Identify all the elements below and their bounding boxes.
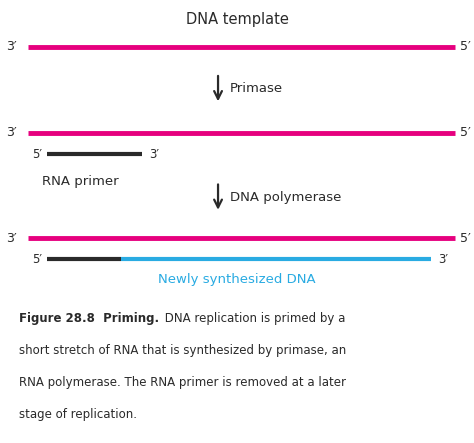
Text: DNA template: DNA template xyxy=(185,12,289,27)
Text: DNA polymerase: DNA polymerase xyxy=(230,190,341,204)
Text: 3′: 3′ xyxy=(6,40,17,53)
Text: 3′: 3′ xyxy=(6,232,17,245)
Text: 5′: 5′ xyxy=(32,148,42,161)
Text: RNA polymerase. The RNA primer is removed at a later: RNA polymerase. The RNA primer is remove… xyxy=(19,376,346,389)
Text: DNA replication is primed by a: DNA replication is primed by a xyxy=(162,312,346,325)
Text: Newly synthesized DNA: Newly synthesized DNA xyxy=(158,273,316,287)
Text: short stretch of RNA that is synthesized by primase, an: short stretch of RNA that is synthesized… xyxy=(19,344,346,357)
Text: 5′: 5′ xyxy=(460,232,471,245)
Text: 5′: 5′ xyxy=(460,126,471,140)
Text: 3′: 3′ xyxy=(149,148,159,161)
Text: 3′: 3′ xyxy=(438,253,448,266)
Text: stage of replication.: stage of replication. xyxy=(19,408,137,421)
Text: 5′: 5′ xyxy=(460,40,471,53)
Text: Primase: Primase xyxy=(230,82,283,95)
Text: 3′: 3′ xyxy=(6,126,17,140)
Text: Figure 28.8  Priming.: Figure 28.8 Priming. xyxy=(19,312,159,325)
Text: 5′: 5′ xyxy=(32,253,42,266)
Text: RNA primer: RNA primer xyxy=(42,175,118,188)
